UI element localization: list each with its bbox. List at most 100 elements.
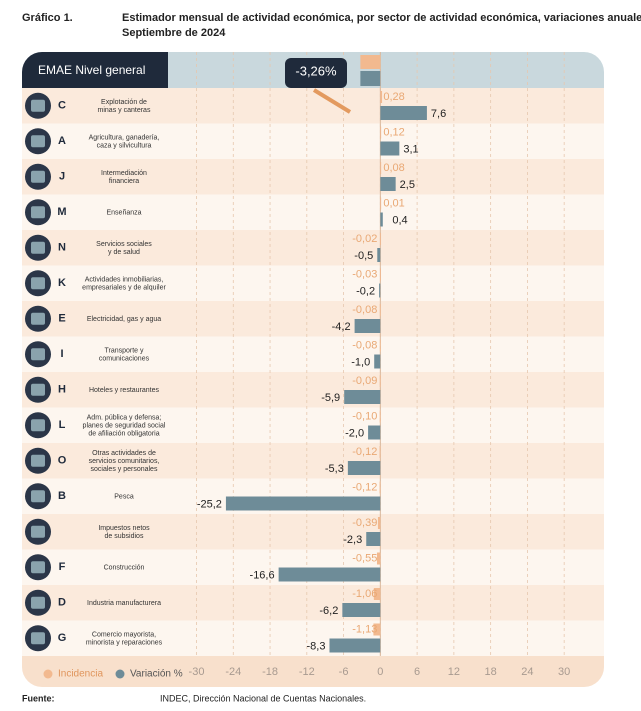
bar xyxy=(329,638,381,653)
icon-detail xyxy=(31,206,45,219)
value-label: -2,3 xyxy=(343,534,362,546)
icon-detail xyxy=(31,241,45,254)
x-tick-label: 0 xyxy=(377,666,383,678)
bar xyxy=(347,461,381,475)
value-label: -0,12 xyxy=(352,481,377,493)
bar xyxy=(379,481,381,494)
source-label: Fuente: xyxy=(22,693,55,703)
chart-label: Gráfico 1. xyxy=(22,12,73,24)
value-label: -8,3 xyxy=(307,640,326,652)
header-box xyxy=(22,52,168,88)
category-label: Intermediación financiera xyxy=(101,170,147,185)
value-label: -0,02 xyxy=(352,233,377,245)
icon-detail xyxy=(31,454,45,467)
bar xyxy=(360,71,381,86)
x-tick-label: -6 xyxy=(339,666,349,678)
x-tick-label: 18 xyxy=(485,666,497,678)
letter: G xyxy=(58,632,67,644)
headline-value: -3,26% xyxy=(295,63,337,78)
category-label: Enseñanza xyxy=(106,209,141,216)
icon-detail xyxy=(31,383,45,396)
bar xyxy=(278,567,381,582)
bar xyxy=(380,268,381,281)
row-bg xyxy=(22,336,604,372)
value-label: -1,0 xyxy=(351,356,370,368)
value-label: -0,2 xyxy=(356,285,375,297)
bar xyxy=(377,248,381,262)
value-label: -0,09 xyxy=(352,375,377,387)
pencil xyxy=(312,88,352,114)
category-label: Pesca xyxy=(114,493,134,500)
bar xyxy=(380,212,383,227)
bar xyxy=(379,375,381,387)
legend-swatch xyxy=(43,669,53,679)
letter: O xyxy=(58,455,67,467)
value-label: 0,08 xyxy=(383,162,404,174)
x-tick-label: 30 xyxy=(558,666,570,678)
row-bg xyxy=(22,301,604,337)
bar xyxy=(380,162,382,174)
letter: A xyxy=(58,135,66,147)
category-label: Otras actividades de servicios comunitari… xyxy=(89,450,160,473)
row-bg xyxy=(22,123,604,159)
icon-detail xyxy=(31,170,45,183)
letter: J xyxy=(59,171,65,183)
bar xyxy=(380,141,400,156)
row-bg xyxy=(22,585,604,621)
x-tick-label: -30 xyxy=(189,666,205,678)
bar xyxy=(373,588,381,600)
row-bg xyxy=(22,265,604,301)
value-label: -0,03 xyxy=(352,268,377,280)
bar xyxy=(377,517,381,529)
bar xyxy=(360,55,381,69)
bar xyxy=(380,106,427,120)
category-label: Adm. pública y defensa; planes de segurid… xyxy=(83,414,166,437)
row-bg xyxy=(22,88,604,124)
value-label: -1,13 xyxy=(352,623,377,635)
value-label: -16,6 xyxy=(250,569,275,581)
value-label: -0,10 xyxy=(352,410,377,422)
headline-label: EMAE Nivel general xyxy=(38,63,145,77)
callout xyxy=(285,58,347,88)
bar xyxy=(380,126,382,139)
bar xyxy=(344,390,381,404)
row-bg xyxy=(22,514,604,550)
letter: E xyxy=(58,313,65,325)
legend-label: Variación % xyxy=(130,669,183,680)
category-label: Servicios sociales y de salud xyxy=(96,241,152,256)
x-tick-label: -18 xyxy=(262,666,278,678)
letter: N xyxy=(58,242,66,254)
value-label: -6,2 xyxy=(319,605,338,617)
bar xyxy=(354,319,381,333)
chart-title: Estimador mensual de actividad económica… xyxy=(122,12,641,39)
row-bg xyxy=(22,230,604,266)
letter: F xyxy=(59,561,66,573)
icon-detail xyxy=(31,490,45,503)
letter: D xyxy=(58,597,66,609)
row-bg xyxy=(22,443,604,479)
row-bg xyxy=(22,194,604,230)
value-label: -25,2 xyxy=(197,498,222,510)
icon-detail xyxy=(31,348,45,361)
row-bg xyxy=(22,159,604,195)
value-label: 0,28 xyxy=(383,91,404,103)
row-bg xyxy=(22,372,604,408)
value-label: -0,39 xyxy=(352,517,377,529)
icon-detail xyxy=(31,632,45,645)
value-label: -4,2 xyxy=(332,321,351,333)
icon-detail xyxy=(31,312,45,325)
bar xyxy=(366,532,381,546)
category-label: Hoteles y restaurantes xyxy=(89,387,160,394)
value-label: -0,12 xyxy=(352,446,377,458)
icon-detail xyxy=(31,419,45,432)
bar xyxy=(379,304,381,316)
value-label: 0,01 xyxy=(383,197,404,209)
value-label: 0,12 xyxy=(383,126,404,138)
icon-detail xyxy=(31,596,45,609)
bar xyxy=(379,410,381,423)
category-label: Comercio mayorista, minorista y reparacio… xyxy=(86,631,163,646)
value-label: -5,9 xyxy=(321,392,340,404)
value-label: -1,06 xyxy=(352,588,377,600)
x-tick-label: -24 xyxy=(225,666,241,678)
